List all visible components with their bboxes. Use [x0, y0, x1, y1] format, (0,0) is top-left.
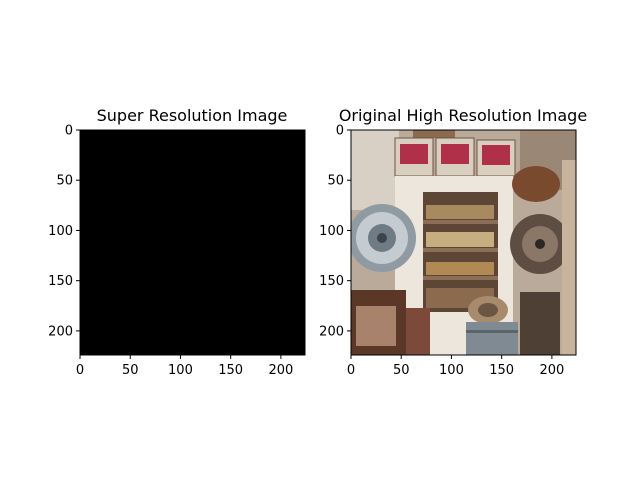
- original-x-tick-label: 150: [489, 363, 514, 378]
- original-frame: [350, 129, 577, 356]
- super-resolution-y-tick-label: 50: [56, 174, 73, 189]
- original-x-tick-label: 100: [439, 363, 464, 378]
- original-y-tick-label: 50: [327, 174, 344, 189]
- super-resolution-frame: [79, 129, 306, 356]
- super-resolution-title: Super Resolution Image: [97, 106, 288, 125]
- original-photo: [351, 130, 576, 355]
- original-axes: 0 50 100 150 200 0 50 100 150 200: [319, 124, 564, 379]
- super-resolution-y-tick-label: 0: [65, 124, 73, 139]
- super-resolution-x-tick-label: 50: [122, 363, 139, 378]
- original-y-tick-label: 150: [319, 274, 344, 289]
- original-title: Original High Resolution Image: [339, 106, 587, 125]
- super-resolution-y-tick-label: 150: [48, 274, 73, 289]
- super-resolution-panel: Super Resolution Image 0 50 100 150 200 0 50 10…: [48, 106, 306, 379]
- super-resolution-x-tick-label: 100: [168, 363, 193, 378]
- super-resolution-y-tick-label: 100: [48, 224, 73, 239]
- super-resolution-axes: 0 50 100 150 200 0 50 100 150 200: [48, 124, 293, 379]
- super-resolution-y-tick-label: 200: [48, 324, 73, 339]
- original-panel: Original High Resolution Image: [319, 106, 587, 378]
- original-y-tick-label: 100: [319, 224, 344, 239]
- original-y-tick-label: 200: [319, 324, 344, 339]
- super-resolution-x-tick-label: 150: [218, 363, 243, 378]
- original-x-tick-label: 200: [539, 363, 564, 378]
- super-resolution-x-tick-label: 0: [76, 363, 84, 378]
- original-x-tick-label: 50: [393, 363, 410, 378]
- super-resolution-x-tick-label: 200: [268, 363, 293, 378]
- super-resolution-image: [80, 130, 305, 355]
- original-x-tick-label: 0: [347, 363, 355, 378]
- original-y-tick-label: 0: [336, 124, 344, 139]
